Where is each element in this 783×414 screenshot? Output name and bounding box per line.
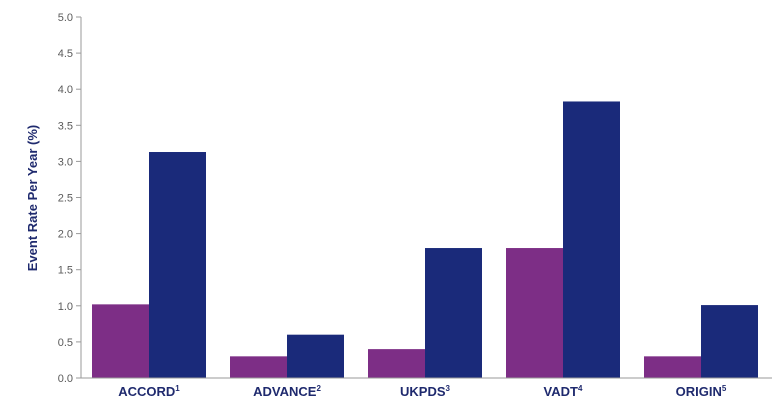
x-tick-label: ACCORD1 bbox=[118, 384, 180, 399]
bar-ukpds-series-1 bbox=[368, 349, 425, 378]
y-tick-label: 4.5 bbox=[58, 48, 73, 60]
y-axis: 0.0 0.5 1.0 1.5 2.0 2.5 3.0 3.5 4.0 4.5 5.0 bbox=[58, 12, 81, 385]
y-tick-label: 4.0 bbox=[58, 84, 73, 96]
x-tick-label: ORIGIN5 bbox=[676, 384, 727, 399]
x-tick-label: ADVANCE2 bbox=[253, 384, 321, 399]
bar-origin-series-2 bbox=[701, 305, 758, 378]
y-tick-label: 3.5 bbox=[58, 120, 73, 132]
y-tick-label: 0.0 bbox=[58, 373, 73, 385]
y-tick-label: 0.5 bbox=[58, 337, 73, 349]
y-axis-label: Event Rate Per Year (%) bbox=[25, 125, 40, 271]
bar-advance-series-1 bbox=[230, 356, 287, 378]
x-axis: ACCORD1 ADVANCE2 UKPDS3 VADT4 ORIGIN5 bbox=[118, 384, 727, 399]
bars bbox=[92, 101, 758, 378]
y-tick-label: 5.0 bbox=[58, 12, 73, 24]
x-tick-label: VADT4 bbox=[544, 384, 583, 399]
bar-vadt-series-1 bbox=[506, 248, 563, 378]
bar-origin-series-1 bbox=[644, 356, 701, 378]
bar-accord-series-1 bbox=[92, 304, 149, 378]
bar-vadt-series-2 bbox=[563, 101, 620, 378]
x-tick-label: UKPDS3 bbox=[400, 384, 451, 399]
y-tick-label: 2.0 bbox=[58, 229, 73, 241]
y-tick-label: 1.5 bbox=[58, 265, 73, 277]
bar-ukpds-series-2 bbox=[425, 248, 482, 378]
bar-accord-series-2 bbox=[149, 152, 206, 378]
bar-advance-series-2 bbox=[287, 334, 344, 378]
y-tick-label: 2.5 bbox=[58, 193, 73, 205]
y-tick-label: 3.0 bbox=[58, 156, 73, 168]
y-tick-label: 1.0 bbox=[58, 301, 73, 313]
